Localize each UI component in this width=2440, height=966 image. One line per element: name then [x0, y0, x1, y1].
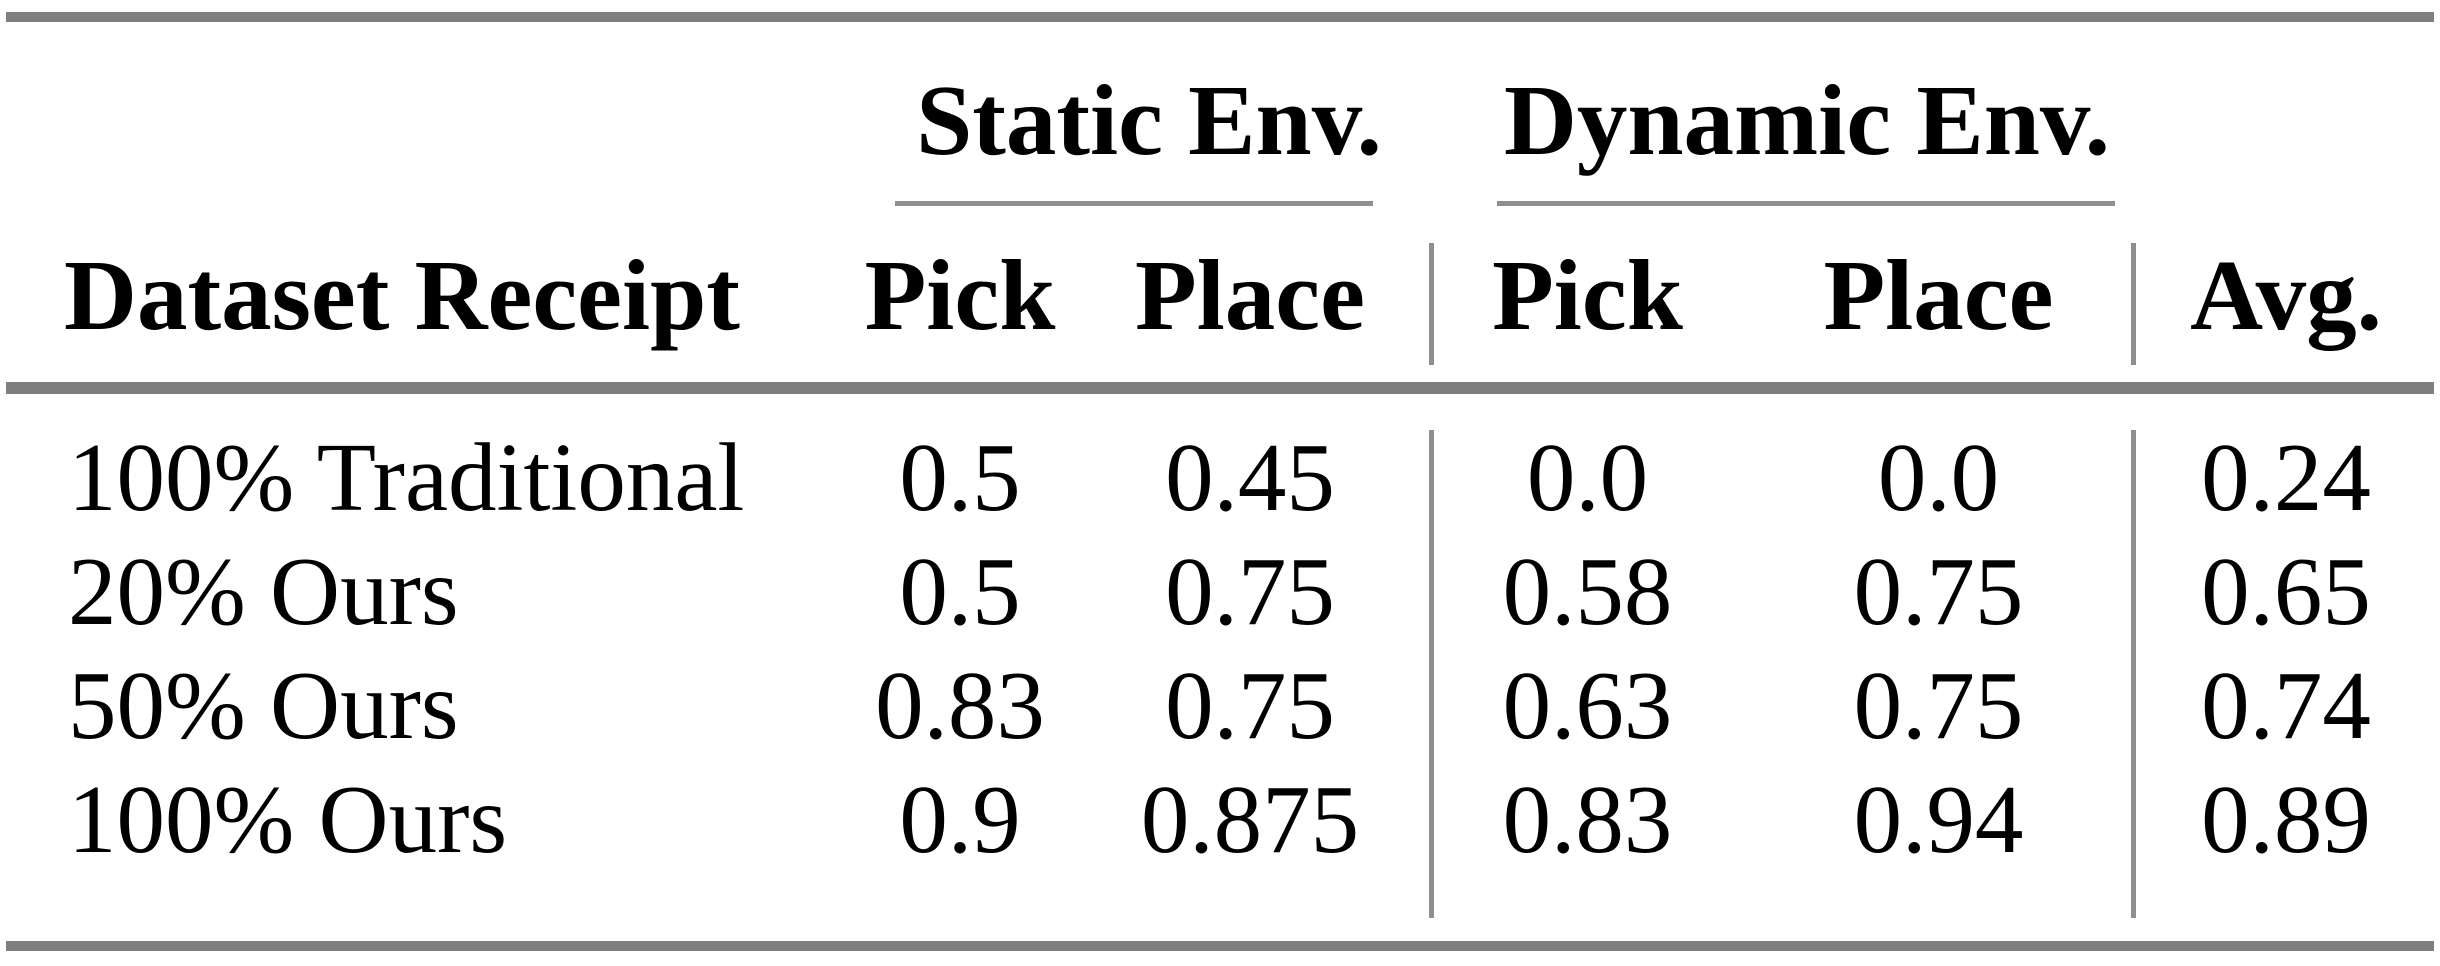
header-dataset-receipt: Dataset Receipt: [64, 238, 740, 351]
cell-static-place: 0.75: [1165, 537, 1335, 645]
cell-row-label: 20% Ours: [68, 537, 459, 645]
cell-dynamic-place: 0.75: [1853, 651, 2024, 759]
table-row: 100% Traditional 0.5 0.45 0.0 0.0 0.24: [0, 420, 2440, 534]
cell-avg: 0.89: [2201, 765, 2371, 873]
cell-avg: 0.74: [2201, 651, 2371, 759]
column-group-static-env: Static Env.: [916, 63, 1382, 176]
column-group-header-row: Static Env. Dynamic Env.: [0, 40, 2440, 200]
cell-row-label: 100% Ours: [68, 765, 508, 873]
cell-dynamic-place: 0.75: [1853, 537, 2024, 645]
cell-static-place: 0.45: [1165, 423, 1335, 531]
cell-static-pick: 0.9: [899, 765, 1021, 873]
cell-static-pick: 0.5: [899, 423, 1021, 531]
cell-dynamic-pick: 0.63: [1502, 651, 1673, 759]
vertical-rule-2-body: [2131, 430, 2136, 918]
header-dynamic-place: Place: [1823, 238, 2054, 351]
table-bottom-rule: [6, 941, 2434, 951]
vertical-rule-1-body: [1429, 430, 1434, 918]
cell-avg: 0.24: [2201, 423, 2371, 531]
cell-dynamic-pick: 0.0: [1526, 423, 1649, 531]
cell-dynamic-place: 0.0: [1877, 423, 2000, 531]
static-env-cmidrule: [895, 201, 1373, 206]
table-row: 20% Ours 0.5 0.75 0.58 0.75 0.65: [0, 534, 2440, 648]
cell-dynamic-place: 0.94: [1853, 765, 2024, 873]
cell-avg: 0.65: [2201, 537, 2371, 645]
header-static-pick: Pick: [864, 238, 1056, 351]
cell-dynamic-pick: 0.58: [1502, 537, 1673, 645]
cell-static-pick: 0.5: [899, 537, 1021, 645]
table-top-rule: [6, 12, 2434, 22]
cell-static-pick: 0.83: [875, 651, 1045, 759]
column-header-row: Dataset Receipt Pick Place Pick Place Av…: [0, 225, 2440, 365]
cell-static-place: 0.75: [1165, 651, 1335, 759]
column-group-dynamic-env: Dynamic Env.: [1503, 63, 2111, 176]
table-header-rule: [6, 382, 2434, 394]
table-row: 50% Ours 0.83 0.75 0.63 0.75 0.74: [0, 648, 2440, 762]
dynamic-env-cmidrule: [1497, 201, 2115, 206]
cell-dynamic-pick: 0.83: [1502, 765, 1673, 873]
cell-row-label: 50% Ours: [68, 651, 459, 759]
table-row: 100% Ours 0.9 0.875 0.83 0.94 0.89: [0, 762, 2440, 876]
header-avg: Avg.: [2190, 238, 2382, 351]
vertical-rule-2-header: [2131, 243, 2136, 365]
cell-row-label: 100% Traditional: [68, 423, 745, 531]
header-static-place: Place: [1135, 238, 1365, 351]
cell-static-place: 0.875: [1140, 765, 1360, 873]
header-dynamic-pick: Pick: [1492, 238, 1683, 351]
vertical-rule-1-header: [1429, 243, 1434, 365]
